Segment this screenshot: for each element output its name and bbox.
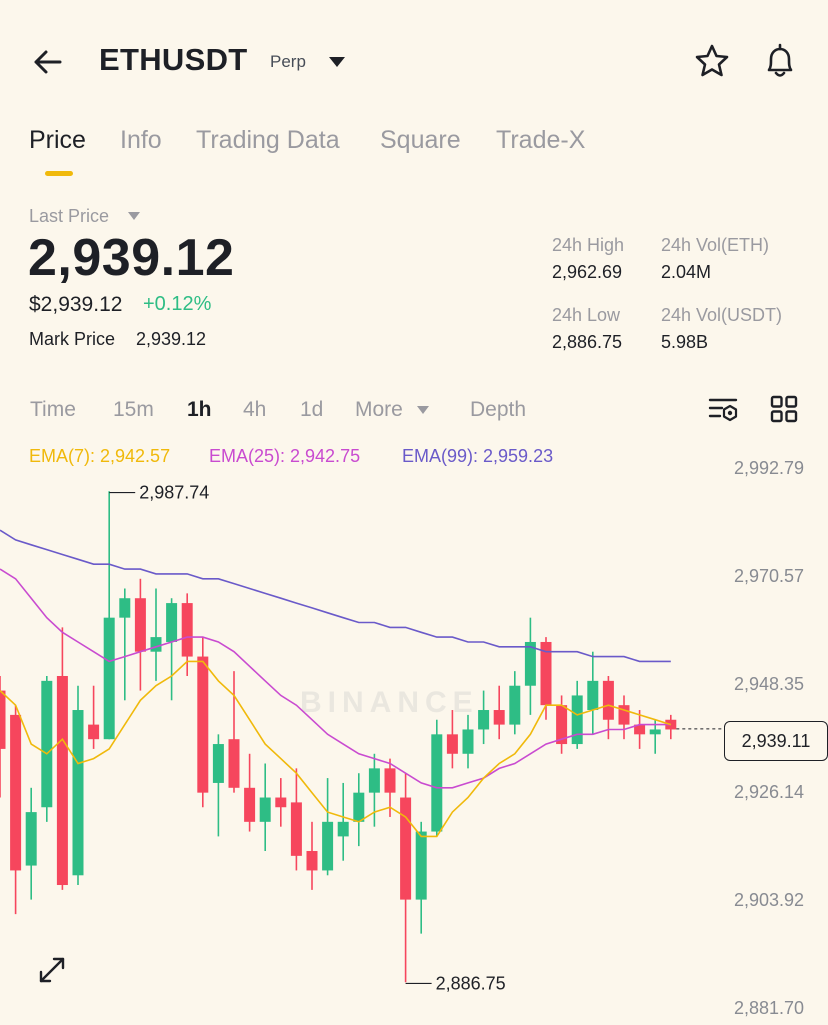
candle-down — [618, 705, 630, 725]
tab-trade-x[interactable]: Trade-X — [496, 126, 586, 154]
candle-up — [259, 797, 271, 822]
change-percent: +0.12% — [143, 293, 212, 315]
ema7-legend: EMA(7): 2,942.57 — [29, 446, 171, 466]
interval-1h[interactable]: 1h — [187, 398, 212, 421]
candle-down — [306, 850, 318, 871]
binance-watermark: BINANCE — [300, 686, 479, 719]
interval-time[interactable]: Time — [30, 398, 76, 421]
ema25-line — [0, 568, 671, 789]
candle-up — [212, 744, 224, 783]
back-arrow-icon[interactable] — [30, 44, 66, 80]
candle-down — [0, 690, 6, 749]
candle-up — [431, 734, 443, 832]
candle-up — [337, 821, 349, 837]
y-axis-tick-label: 2,992.79 — [734, 460, 804, 478]
expand-fullscreen-icon[interactable] — [36, 954, 68, 986]
ema25-legend: EMA(25): 2,942.75 — [209, 446, 361, 466]
chart-settings-icon[interactable] — [706, 394, 740, 424]
stat-24h-high-label: 24h High — [552, 235, 625, 255]
candle-up — [462, 729, 474, 754]
candle-down — [275, 797, 287, 808]
candle-down — [244, 787, 256, 822]
interval-1d[interactable]: 1d — [300, 398, 324, 421]
y-axis-tick-label: 2,881.70 — [734, 998, 804, 1018]
y-axis-tick-label: 2,903.92 — [734, 890, 804, 910]
candle-down — [181, 603, 193, 657]
y-axis-tick-label: 2,948.35 — [734, 674, 804, 694]
contract-type-label[interactable]: Perp — [270, 52, 306, 71]
candle-down — [56, 675, 68, 886]
bell-icon[interactable] — [761, 42, 799, 80]
candle-down — [134, 598, 146, 652]
candle-up — [25, 812, 37, 866]
usd-price: $2,939.12 — [29, 293, 123, 316]
stat-24h-vol-eth-value: 2.04M — [661, 262, 712, 282]
interval-more[interactable]: More — [355, 398, 403, 421]
ema99-legend: EMA(99): 2,959.23 — [402, 446, 554, 466]
interval-15m[interactable]: 15m — [113, 398, 154, 421]
candle-down — [602, 680, 614, 720]
candle-down — [446, 734, 458, 754]
mark-price-value: 2,939.12 — [136, 329, 207, 349]
candle-up — [150, 637, 162, 652]
candle-up — [103, 617, 115, 740]
candle-up — [41, 680, 53, 808]
candle-up — [587, 680, 599, 711]
tab-info[interactable]: Info — [120, 126, 162, 154]
current-price-label: 2,939.11 — [724, 721, 828, 761]
interval-depth[interactable]: Depth — [470, 398, 527, 421]
stat-24h-vol-usdt-label: 24h Vol(USDT) — [661, 305, 783, 325]
caret-down-icon[interactable] — [327, 55, 347, 69]
candle-down — [197, 656, 209, 793]
more-caret-icon[interactable] — [416, 405, 430, 415]
candle-up — [368, 768, 380, 793]
candle-up — [524, 641, 536, 686]
candle-up — [72, 710, 84, 876]
stat-24h-low-label: 24h Low — [552, 305, 621, 325]
stat-24h-vol-eth-label: 24h Vol(ETH) — [661, 235, 770, 255]
candle-up — [509, 685, 521, 725]
candle-up — [322, 821, 334, 871]
candle-down — [493, 710, 505, 725]
last-price-value: 2,939.12 — [28, 229, 235, 287]
stat-24h-high-value: 2,962.69 — [552, 262, 623, 282]
candle-up — [166, 603, 178, 642]
active-tab-indicator — [45, 171, 73, 176]
tab-square[interactable]: Square — [380, 126, 461, 154]
candle-up — [119, 598, 131, 618]
candle-down — [540, 641, 552, 706]
tab-trading-data[interactable]: Trading Data — [196, 126, 340, 154]
candle-up — [571, 695, 583, 745]
high-marker-label: 2,987.74 — [139, 483, 209, 503]
low-marker-label: 2,886.75 — [436, 973, 506, 993]
candle-down — [290, 802, 302, 856]
ema7-line — [0, 660, 672, 838]
candle-up — [478, 710, 490, 730]
candle-up — [649, 729, 661, 735]
last-price-label[interactable]: Last Price — [29, 206, 110, 226]
ema99-line — [0, 529, 671, 663]
candle-down — [384, 768, 396, 793]
interval-4h[interactable]: 4h — [243, 398, 267, 421]
symbol-title[interactable]: ETHUSDT — [99, 42, 248, 77]
candle-up — [415, 831, 427, 900]
candle-down — [556, 705, 568, 745]
candle-down — [228, 739, 240, 788]
y-axis-tick-label: 2,970.57 — [734, 566, 804, 586]
candle-down — [88, 724, 100, 740]
candle-down — [10, 714, 22, 871]
candlestick-chart[interactable]: 2,992.79 2,970.57 2,948.35 2,926.14 2,903.92… — [0, 460, 828, 1025]
candle-down — [400, 797, 412, 900]
candle-down — [634, 724, 646, 735]
mark-price-label: Mark Price — [29, 329, 116, 349]
last-price-caret-icon[interactable] — [127, 211, 141, 221]
stat-24h-vol-usdt-value: 5.98B — [661, 332, 709, 352]
star-icon[interactable] — [694, 43, 730, 79]
tab-price[interactable]: Price — [29, 126, 86, 154]
candle-up — [353, 792, 365, 822]
layout-grid-icon[interactable] — [768, 393, 800, 425]
stat-24h-low-value: 2,886.75 — [552, 332, 623, 352]
y-axis-tick-label: 2,926.14 — [734, 782, 804, 802]
